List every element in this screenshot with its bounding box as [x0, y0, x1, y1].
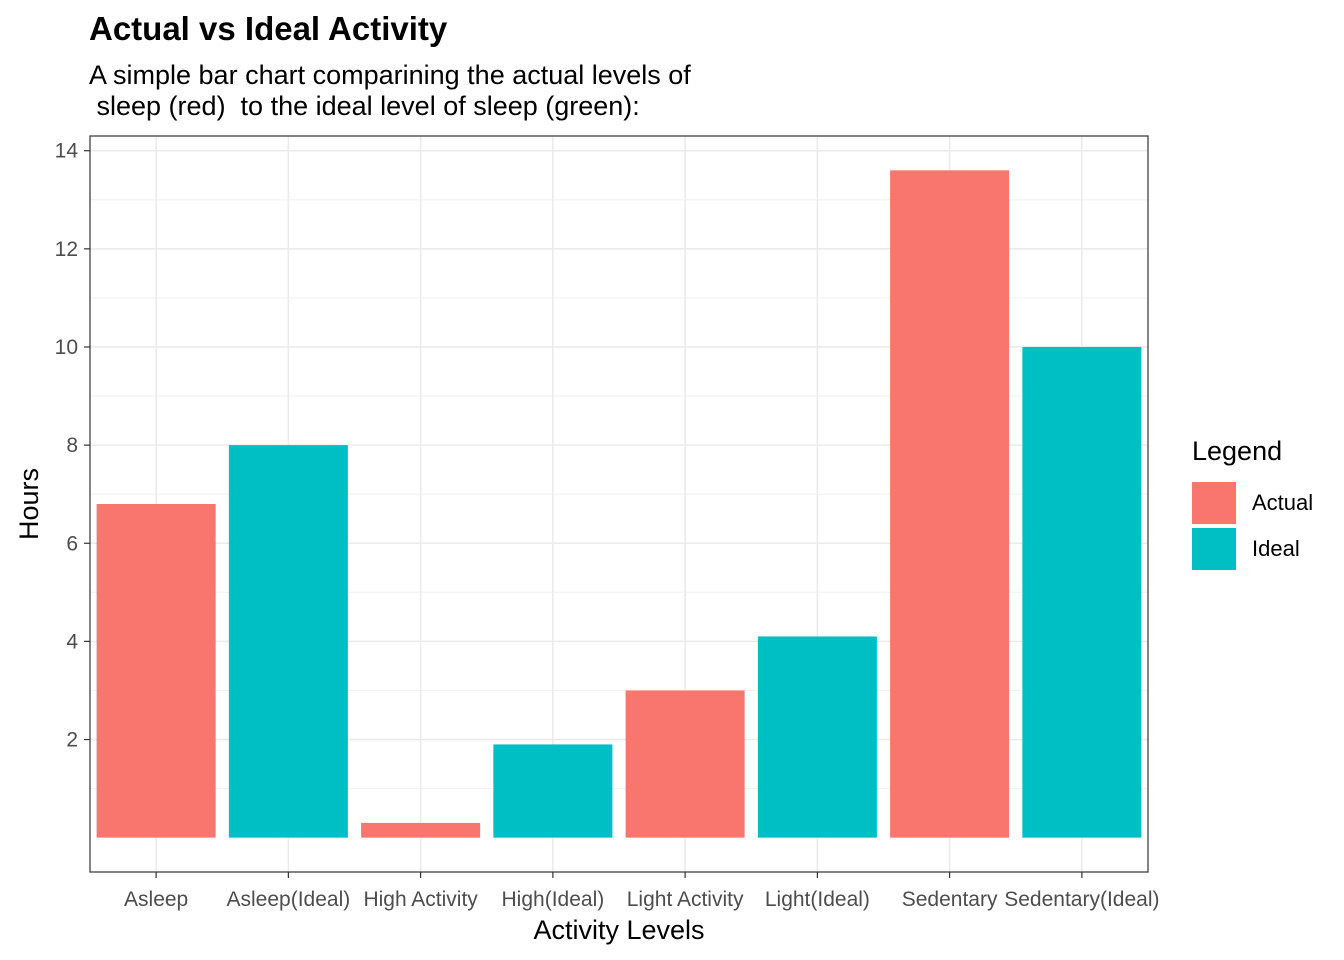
legend-label-ideal: Ideal: [1252, 536, 1300, 561]
y-tick-label: 6: [66, 532, 78, 555]
bar-light-activity: [625, 690, 745, 838]
x-tick-label: Light(Ideal): [765, 888, 870, 911]
bar-layer: [96, 170, 1142, 838]
bar-light-ideal: [757, 636, 877, 838]
axis-layer: 2 4 6 8 10 12 14 Asleep Asleep(Ideal) High Activi…: [55, 140, 1160, 911]
x-axis-title: Activity Levels: [533, 915, 704, 945]
x-tick-label: Sedentary: [902, 888, 998, 911]
y-axis-title: Hours: [14, 468, 44, 540]
y-tick-label: 14: [55, 140, 79, 163]
x-tick-label: High Activity: [363, 888, 478, 911]
legend-label-actual: Actual: [1252, 490, 1314, 515]
y-tick-label: 10: [55, 336, 78, 359]
legend-swatch-actual: [1192, 482, 1236, 524]
legend-swatch-ideal: [1192, 528, 1236, 570]
legend-item-actual: Actual: [1192, 480, 1313, 526]
x-tick-label: Light Activity: [627, 888, 744, 911]
bar-asleep: [96, 504, 216, 838]
x-tick-label: Asleep: [124, 888, 188, 911]
chart-title: Actual vs Ideal Activity: [89, 10, 448, 47]
x-tick-label: High(Ideal): [502, 888, 605, 911]
bar-high-ideal: [493, 744, 613, 838]
chart-subtitle: A simple bar chart comparining the actua…: [89, 60, 691, 121]
legend-item-ideal: Ideal: [1192, 526, 1313, 572]
y-tick-label: 2: [66, 729, 78, 752]
bar-sedentary: [890, 170, 1010, 838]
panel-border: [89, 135, 1149, 873]
legend-title: Legend: [1192, 436, 1283, 466]
x-tick-label: Sedentary(Ideal): [1004, 888, 1159, 911]
bar-sedentary-ideal: [1022, 346, 1142, 838]
y-tick-label: 4: [66, 630, 78, 653]
bar-high-activity: [361, 822, 481, 838]
y-tick-label: 8: [66, 434, 78, 457]
x-tick-label: Asleep(Ideal): [227, 888, 351, 911]
y-tick-label: 12: [55, 238, 78, 261]
legend: Legend Actual Ideal: [1192, 436, 1313, 572]
bar-asleep-ideal: [228, 445, 348, 838]
